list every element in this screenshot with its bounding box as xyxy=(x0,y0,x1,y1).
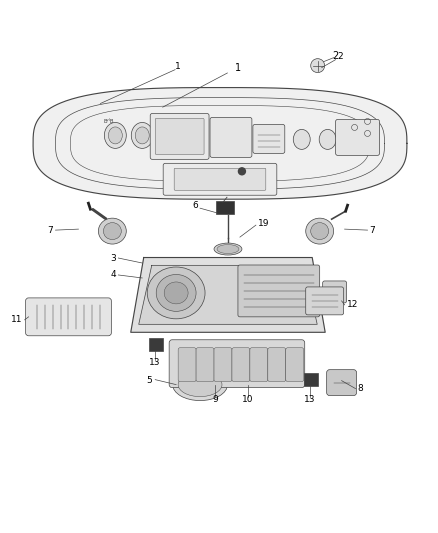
FancyBboxPatch shape xyxy=(323,281,346,303)
Text: 19: 19 xyxy=(258,219,269,228)
Ellipse shape xyxy=(156,274,196,311)
FancyBboxPatch shape xyxy=(25,298,111,336)
Text: 12: 12 xyxy=(346,301,358,309)
Text: 5: 5 xyxy=(146,376,152,385)
Ellipse shape xyxy=(103,223,121,240)
Ellipse shape xyxy=(164,282,188,304)
FancyBboxPatch shape xyxy=(304,373,318,385)
Ellipse shape xyxy=(99,218,126,244)
FancyBboxPatch shape xyxy=(210,117,252,157)
Ellipse shape xyxy=(104,123,126,148)
Circle shape xyxy=(238,168,245,175)
Text: 13: 13 xyxy=(149,358,161,367)
Text: 1: 1 xyxy=(175,62,181,71)
Text: 10: 10 xyxy=(242,395,254,404)
FancyArrow shape xyxy=(92,208,107,220)
FancyBboxPatch shape xyxy=(196,348,214,382)
FancyBboxPatch shape xyxy=(155,118,204,155)
Text: 6: 6 xyxy=(192,201,198,209)
Ellipse shape xyxy=(306,218,334,244)
Text: 2: 2 xyxy=(332,51,339,61)
Ellipse shape xyxy=(319,130,336,149)
FancyBboxPatch shape xyxy=(174,168,266,190)
FancyBboxPatch shape xyxy=(216,201,234,214)
FancyBboxPatch shape xyxy=(163,163,277,195)
FancyBboxPatch shape xyxy=(178,348,196,382)
FancyBboxPatch shape xyxy=(327,370,357,395)
FancyBboxPatch shape xyxy=(250,348,268,382)
Ellipse shape xyxy=(147,267,205,319)
Text: 3: 3 xyxy=(110,254,117,263)
FancyBboxPatch shape xyxy=(336,119,379,155)
Ellipse shape xyxy=(311,223,328,240)
Text: 13: 13 xyxy=(304,395,315,404)
Text: 9: 9 xyxy=(212,395,218,404)
Ellipse shape xyxy=(178,373,222,397)
FancyBboxPatch shape xyxy=(253,124,285,154)
FancyBboxPatch shape xyxy=(169,340,305,387)
FancyBboxPatch shape xyxy=(149,338,163,351)
Ellipse shape xyxy=(131,123,153,148)
Ellipse shape xyxy=(293,130,310,149)
Polygon shape xyxy=(139,265,317,324)
Text: 7: 7 xyxy=(370,225,375,235)
Ellipse shape xyxy=(214,243,242,255)
Text: 7: 7 xyxy=(47,225,53,235)
FancyBboxPatch shape xyxy=(214,348,232,382)
Ellipse shape xyxy=(173,369,227,401)
Text: 11: 11 xyxy=(11,316,23,324)
FancyBboxPatch shape xyxy=(150,114,209,159)
Text: BᵛᴵB: BᵛᴵB xyxy=(103,119,113,124)
Polygon shape xyxy=(131,257,325,332)
FancyBboxPatch shape xyxy=(238,265,320,317)
FancyBboxPatch shape xyxy=(306,287,343,315)
Ellipse shape xyxy=(311,59,325,72)
Text: 8: 8 xyxy=(357,384,363,393)
FancyBboxPatch shape xyxy=(286,348,304,382)
FancyBboxPatch shape xyxy=(268,348,286,382)
Text: 4: 4 xyxy=(111,270,117,279)
Ellipse shape xyxy=(135,127,149,144)
Ellipse shape xyxy=(108,127,122,144)
Polygon shape xyxy=(33,87,407,199)
Text: 2: 2 xyxy=(338,52,343,61)
Ellipse shape xyxy=(217,245,239,254)
FancyBboxPatch shape xyxy=(232,348,250,382)
Text: 1: 1 xyxy=(235,63,241,72)
